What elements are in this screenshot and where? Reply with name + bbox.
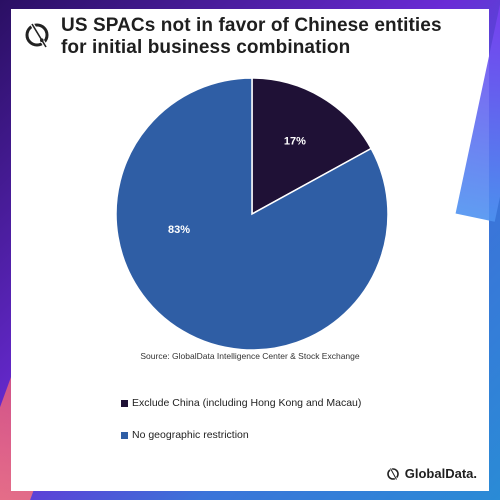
legend-label-exclude-china: Exclude China (including Hong Kong and M… <box>132 397 362 409</box>
chart-legend: Exclude China (including Hong Kong and M… <box>121 396 461 460</box>
globaldata-logo-icon <box>25 22 49 49</box>
pie-slice-exclude-china <box>251 77 373 216</box>
brand-name: GlobalData. <box>404 466 477 481</box>
chart-source: Source: GlobalData Intelligence Center &… <box>140 351 360 361</box>
legend-label-no-restriction: No geographic restriction <box>132 429 249 441</box>
pie-slice-no-restriction <box>115 77 389 351</box>
legend-swatch-no-restriction <box>121 431 128 439</box>
legend-item-no-restriction: No geographic restriction <box>121 428 461 442</box>
pie-chart: 17% 83% <box>115 77 389 351</box>
globaldata-mark-icon <box>386 467 399 480</box>
chart-card: US SPACs not in favor of Chinese entitie… <box>11 9 489 491</box>
pie-label-no-restriction: 83% <box>168 224 190 236</box>
chart-title: US SPACs not in favor of Chinese entitie… <box>61 15 442 58</box>
pie-label-exclude-china: 17% <box>284 135 306 147</box>
brand-logo: GlobalData. <box>386 466 477 481</box>
legend-swatch-exclude-china <box>121 399 128 407</box>
legend-item-exclude-china: Exclude China (including Hong Kong and M… <box>121 396 461 410</box>
